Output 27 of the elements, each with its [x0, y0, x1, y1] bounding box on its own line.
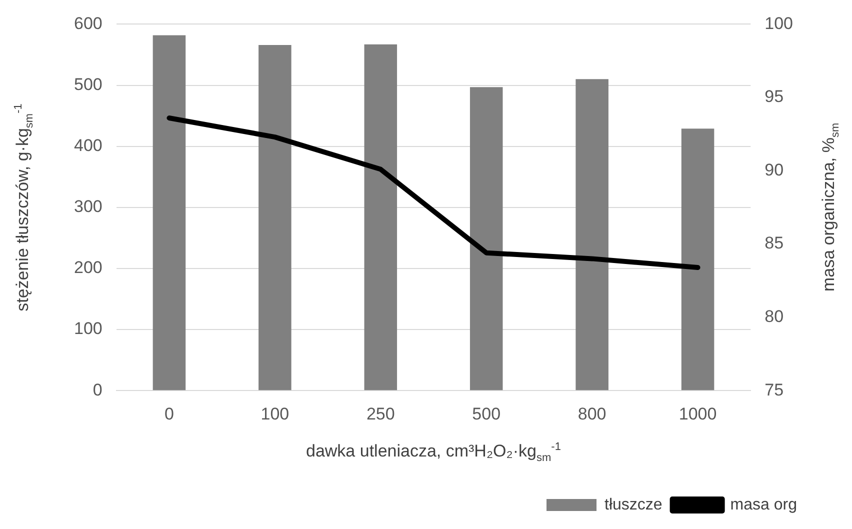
legend-label: masa org — [730, 496, 798, 514]
x-tick-label: 0 — [164, 404, 174, 424]
bar — [258, 44, 292, 390]
y2-tick-label: 80 — [764, 307, 784, 326]
y-tick-label: 400 — [74, 136, 102, 156]
x-tick-label: 250 — [366, 404, 395, 424]
x-tick-label: 100 — [260, 404, 290, 424]
y2-tick-label: 90 — [764, 160, 784, 180]
y2-tick-label: 95 — [764, 87, 784, 106]
y-tick-label: 0 — [92, 380, 102, 400]
y-tick-label: 500 — [74, 74, 102, 94]
bar — [470, 87, 503, 390]
bar — [364, 44, 398, 390]
y-tick-label: 600 — [74, 14, 102, 33]
y2-tick-label: 75 — [764, 380, 784, 400]
y-tick-label: 200 — [74, 258, 102, 278]
bar — [681, 128, 714, 390]
y-tick-label: 300 — [74, 197, 102, 216]
y2-tick-label: 100 — [764, 14, 794, 33]
bar — [576, 79, 608, 390]
y-tick-label: 100 — [74, 319, 102, 338]
x-tick-label: 800 — [578, 404, 606, 424]
y2-tick-label: 85 — [764, 234, 784, 253]
bar — [152, 35, 186, 390]
x-tick-label: 1000 — [678, 404, 717, 424]
x-tick-label: 500 — [472, 404, 501, 424]
legend-label: tłuszcze — [604, 496, 662, 514]
